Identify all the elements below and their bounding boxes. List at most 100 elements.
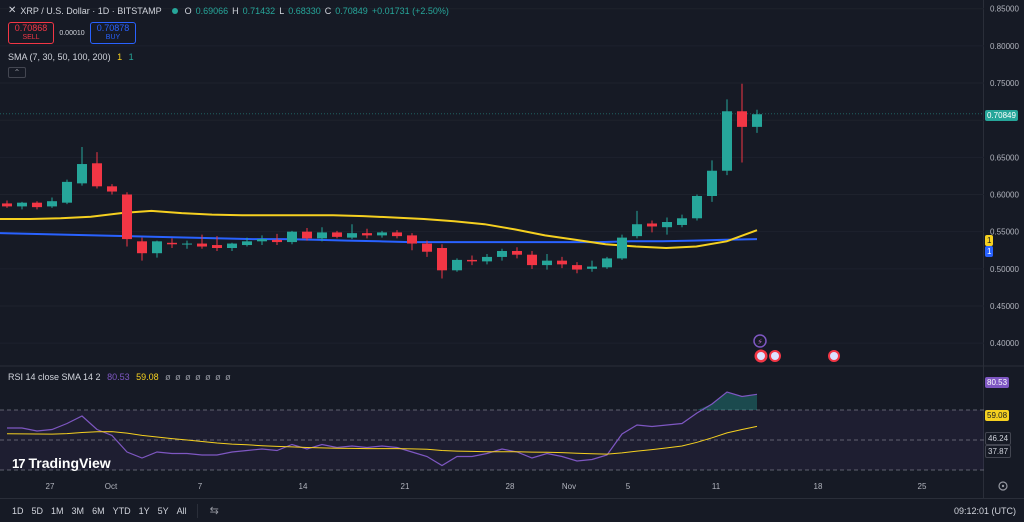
candle-body [602,258,612,268]
date-axis-label: Nov [562,482,576,491]
axis-settings-icon[interactable] [998,481,1008,491]
candle-body [122,194,132,240]
flag-inner [830,352,838,360]
sma-value-2: 1 [128,52,134,62]
candle-body [287,231,297,243]
candle-body [452,259,462,271]
candle-body [692,195,702,219]
market-status-icon [171,7,178,14]
price-axis-label: 0.75000 [990,79,1019,88]
sell-price: 0.70868 [14,23,48,33]
tradingview-logo[interactable]: 17 TradingView [12,455,111,471]
lightning-glyph: ⚡ [757,338,763,347]
date-range-calendar-icon[interactable]: ⇆ [209,505,219,517]
main-pane-bg [0,0,984,366]
date-axis-label: 21 [401,482,410,491]
price-axis-label: 0.50000 [990,265,1019,274]
date-axis-label: 27 [46,482,55,491]
price-axis-label: 0.85000 [990,5,1019,14]
date-axis-label: 14 [299,482,308,491]
rsi-legend[interactable]: RSI 14 close SMA 14 2 80.53 59.08 ø ø ø … [8,372,232,382]
timeframe-3m[interactable]: 3M [71,505,85,516]
open-label: O [184,5,192,16]
date-axis[interactable]: 27 Oct 7 14 21 28 Nov 5 11 18 25 [46,482,927,491]
date-axis-label: 5 [626,482,631,491]
candle-body [47,201,57,207]
candle-body [527,254,537,266]
candle-body [377,232,387,236]
buy-button[interactable]: 0.70878 BUY [90,22,136,44]
timeframe-1y[interactable]: 1Y [138,505,150,516]
rsi-pane [0,391,984,471]
candle-body [302,231,312,239]
price-axis[interactable]: 0.85000 0.80000 0.75000 0.65000 0.60000 0.550… [990,5,1019,348]
timeframe-6m[interactable]: 6M [92,505,105,516]
lightning-event-icon[interactable] [753,334,767,348]
candle-body [437,248,447,271]
timeframe-1m[interactable]: 1M [51,505,64,516]
rsi-line [7,391,758,467]
price-axis-label: 0.40000 [990,339,1019,348]
close-value: 0.70849 [335,5,368,16]
candle-body [257,239,267,242]
utc-clock[interactable]: 09:12:01 (UTC) [953,505,1016,516]
candle-body [2,203,12,207]
sell-label: SELL [22,34,40,41]
date-axis-label: Oct [105,482,118,491]
candle-body [647,223,657,227]
candle-body [332,232,342,237]
high-value: 0.71432 [242,5,276,16]
rsi-band-middle-tag: 46.24 [985,432,1012,445]
grid [0,8,984,344]
date-axis-label: 7 [198,482,203,491]
tradingview-wordmark: TradingView [28,455,111,471]
candle-body [662,222,672,228]
timeframe-ytd[interactable]: YTD [112,505,131,516]
candle-body [572,265,582,270]
candle-body [557,260,567,265]
spread-value: 0.00010 [59,29,85,37]
event-markers: ⚡ [753,334,840,363]
date-axis-label: 18 [814,482,823,491]
candle-body [167,242,177,245]
trade-panel: 0.70868 SELL 0.00010 0.70878 BUY [8,22,136,44]
rsi-overbought-fill [7,392,757,410]
chart-canvas[interactable]: 0.85000 0.80000 0.75000 0.65000 0.60000 0.550… [0,0,1024,498]
buy-label: BUY [105,34,121,41]
timeframe-5y[interactable]: 5Y [157,505,169,516]
symbol-title[interactable]: XRP / U.S. Dollar · 1D · BITSTAMP [20,5,162,16]
candle-body [752,114,762,127]
price-axis-label: 0.80000 [990,42,1019,51]
date-axis-label: 11 [712,482,721,491]
sma-label: SMA (7, 30, 50, 100, 200) [8,52,111,62]
candle-body [152,241,162,254]
rsi-sma-value: 59.08 [136,372,159,382]
price-axis-label: 0.45000 [990,302,1019,311]
timeframe-1d[interactable]: 1D [12,505,24,516]
candle-body [707,170,717,196]
candle-body [362,233,372,236]
timeframe-all[interactable]: All [176,505,187,516]
candle-body [17,202,27,207]
candles [2,83,762,279]
candle-body [92,163,102,187]
sma-yellow-tag: 1 [985,235,994,246]
low-value: 0.68330 [288,5,321,16]
change-value: +0.01731 (+2.50%) [371,5,449,16]
candle-body [107,186,117,192]
candle-body [212,245,222,249]
collapse-legend-button[interactable]: ⌃ [8,67,26,78]
sma-value-1: 1 [117,52,123,62]
candle-body [242,241,252,246]
candle-body [497,250,507,257]
candle-body [182,243,192,245]
sell-button[interactable]: 0.70868 SELL [8,22,54,44]
rsi-sma-line [6,425,758,455]
candle-body [347,233,357,238]
rsi-extra-values: ø ø ø ø ø ø ø [165,372,232,382]
timeframe-5d[interactable]: 5D [31,505,44,516]
close-label: C [324,5,332,16]
sma-legend[interactable]: SMA (7, 30, 50, 100, 200) 1 1 [8,52,134,62]
close-icon[interactable]: ✕ [8,5,17,16]
